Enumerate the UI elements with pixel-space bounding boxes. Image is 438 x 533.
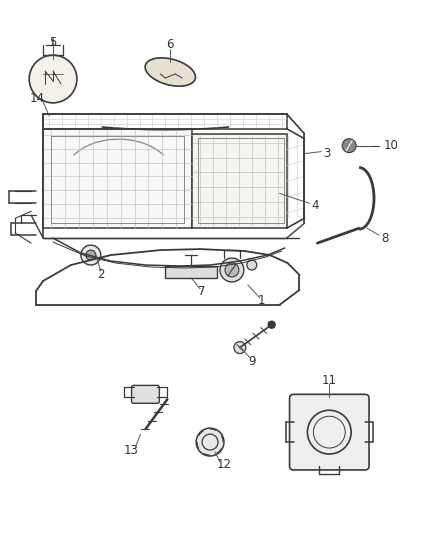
FancyBboxPatch shape xyxy=(43,129,192,228)
Circle shape xyxy=(342,139,356,152)
Circle shape xyxy=(196,428,224,456)
Ellipse shape xyxy=(145,58,195,86)
Circle shape xyxy=(29,55,77,103)
Circle shape xyxy=(268,321,275,328)
Text: 3: 3 xyxy=(324,147,331,160)
Text: 12: 12 xyxy=(216,458,231,472)
Text: 7: 7 xyxy=(198,285,206,298)
Circle shape xyxy=(234,342,246,353)
Text: 5: 5 xyxy=(49,36,57,49)
FancyBboxPatch shape xyxy=(290,394,369,470)
Text: 11: 11 xyxy=(322,374,337,387)
FancyBboxPatch shape xyxy=(192,134,286,228)
Text: 2: 2 xyxy=(97,269,105,281)
Text: 8: 8 xyxy=(381,232,389,245)
Circle shape xyxy=(81,245,101,265)
Text: 10: 10 xyxy=(384,139,399,152)
FancyBboxPatch shape xyxy=(131,385,159,403)
Circle shape xyxy=(225,263,239,277)
Circle shape xyxy=(220,258,244,282)
Circle shape xyxy=(86,250,96,260)
Text: 1: 1 xyxy=(258,294,265,308)
Text: 6: 6 xyxy=(166,38,174,51)
FancyBboxPatch shape xyxy=(165,266,217,278)
Text: 13: 13 xyxy=(124,443,139,457)
Text: 4: 4 xyxy=(311,199,319,212)
Text: 14: 14 xyxy=(30,92,45,106)
Text: 9: 9 xyxy=(248,355,255,368)
Circle shape xyxy=(247,260,257,270)
